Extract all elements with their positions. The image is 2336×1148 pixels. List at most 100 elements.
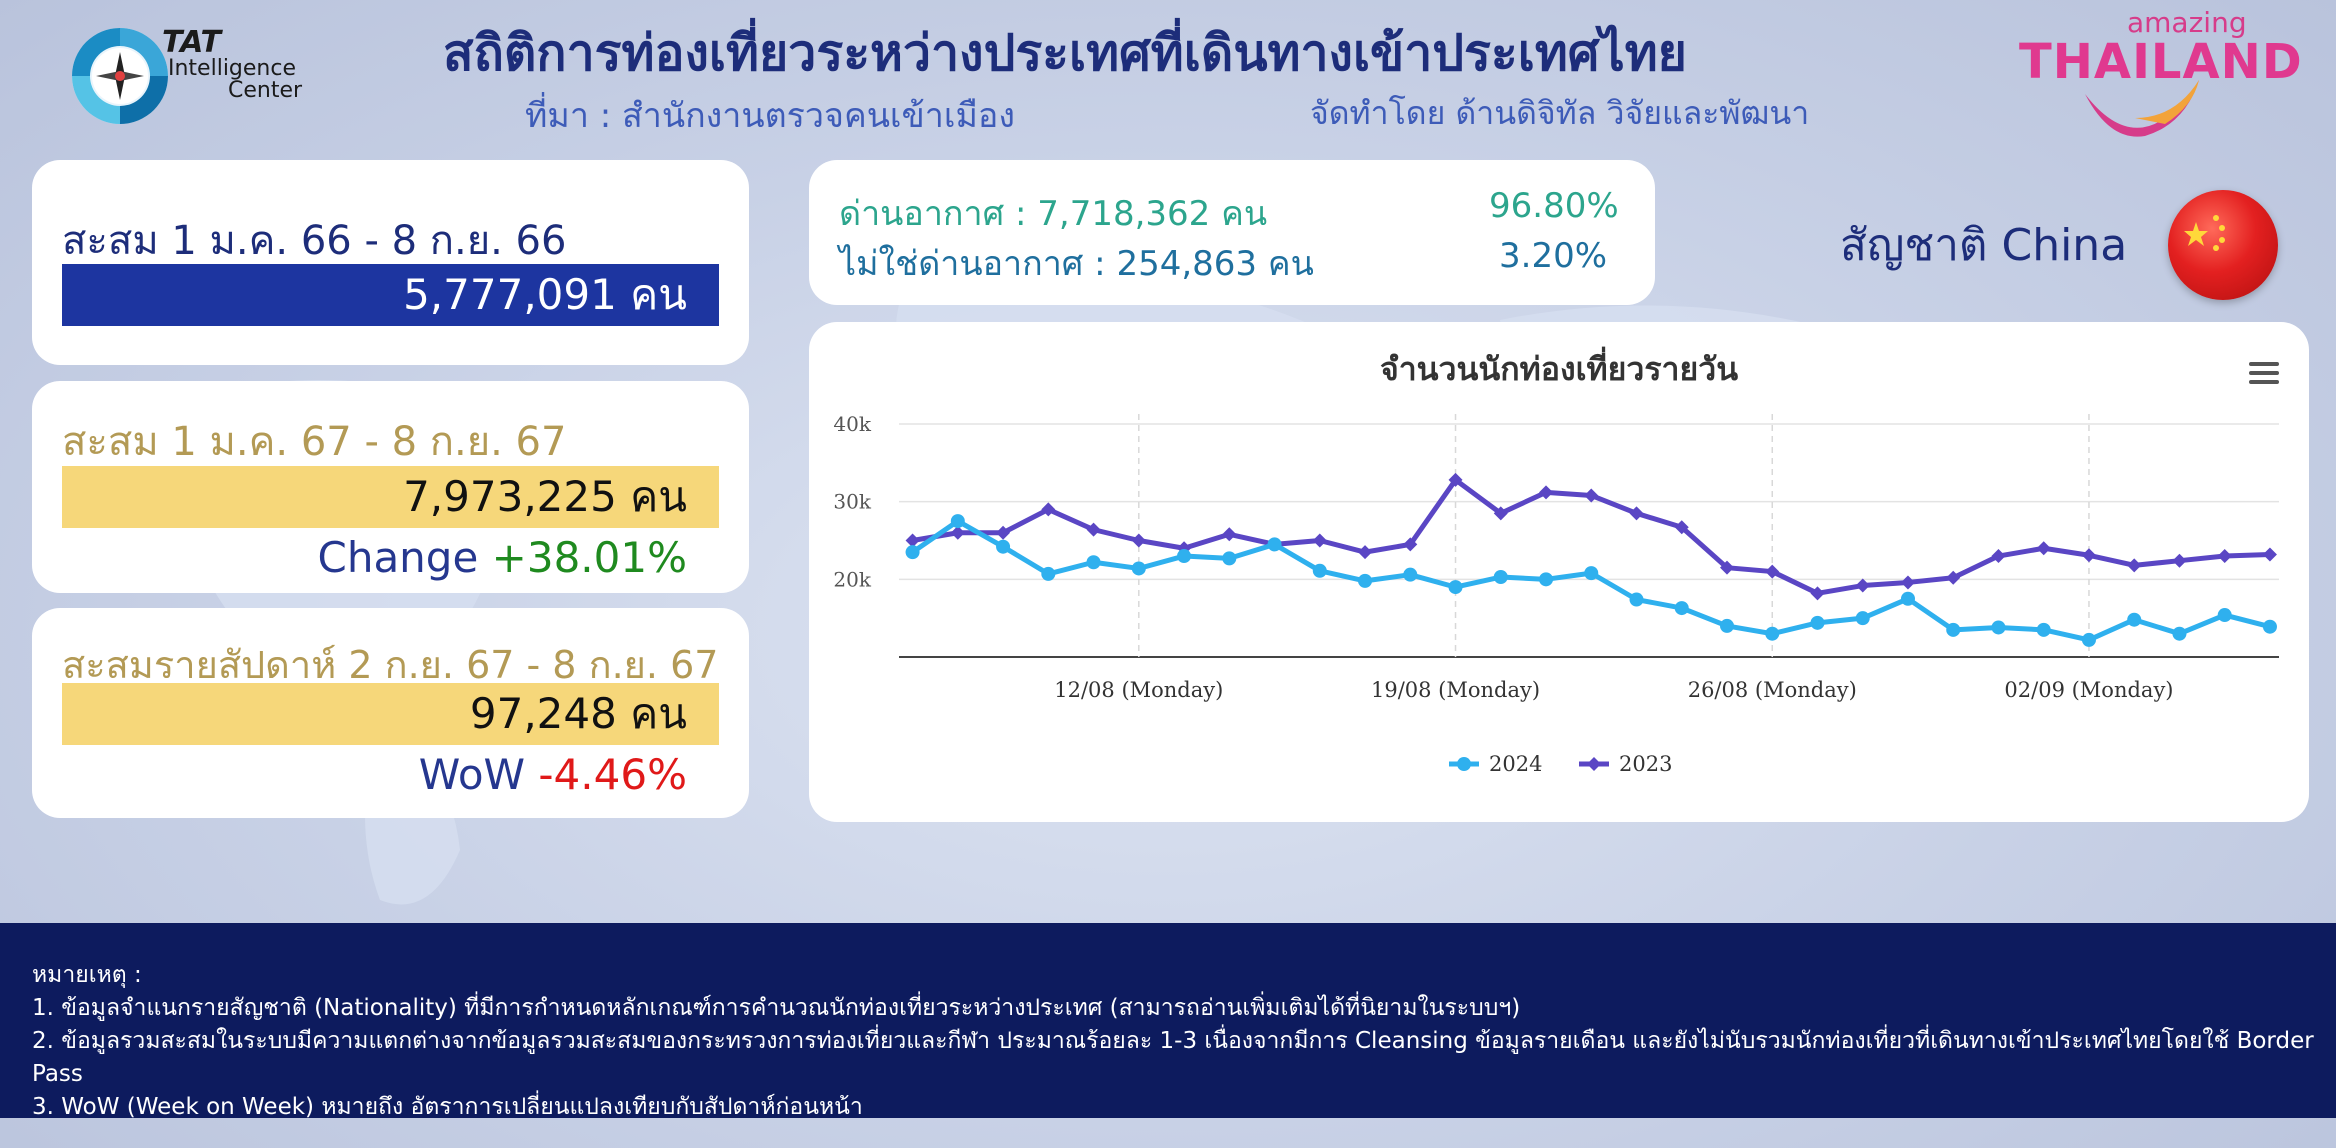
data-point-2023 bbox=[1131, 533, 1146, 548]
footer-note-2: 2. ข้อมูลรวมสะสมในระบบมีความแตกต่างจากข้… bbox=[32, 1028, 2314, 1087]
legend-marker-2023 bbox=[1587, 757, 1601, 771]
data-point-2023 bbox=[1855, 578, 1870, 593]
data-point-2023 bbox=[950, 525, 965, 540]
card-weekly: สะสมรายสัปดาห์ 2 ก.ย. 67 - 8 ก.ย. 67 97,… bbox=[32, 608, 749, 818]
weekly-label: สะสมรายสัปดาห์ 2 ก.ย. 67 - 8 ก.ย. 67 bbox=[62, 643, 719, 687]
data-point-2024 bbox=[1222, 551, 1237, 566]
data-point-2024 bbox=[2127, 612, 2142, 627]
data-point-2023 bbox=[2127, 558, 2142, 573]
x-tick-label: 12/08 (Monday) bbox=[1054, 678, 1223, 702]
data-point-2024 bbox=[1448, 580, 1463, 595]
footer-notes: หมายเหตุ : 1. ข้อมูลจำแนกรายสัญชาติ (Nat… bbox=[0, 923, 2336, 1120]
data-point-2023 bbox=[1991, 549, 2006, 564]
tat-logo-line1: TAT bbox=[162, 25, 221, 60]
y-tick-label: 40k bbox=[833, 412, 871, 436]
y-tick-label: 20k bbox=[833, 567, 871, 591]
wow-value: -4.46% bbox=[538, 750, 687, 799]
data-point-2024 bbox=[1131, 561, 1146, 576]
data-point-2023 bbox=[1946, 570, 1961, 585]
nationality-label: สัญชาติ China bbox=[1840, 220, 2128, 271]
data-point-2023 bbox=[2081, 548, 2096, 563]
logo-thailand-text: THAILAND bbox=[2019, 34, 2303, 90]
page-title: สถิติการท่องเที่ยวระหว่างประเทศที่เดินทา… bbox=[443, 24, 1687, 82]
data-point-2024 bbox=[1493, 570, 1508, 585]
tat-logo-line2: Intelligence bbox=[168, 56, 297, 81]
data-point-2023 bbox=[1584, 488, 1599, 503]
data-point-2023 bbox=[1358, 545, 1373, 560]
compass-logo-icon bbox=[72, 28, 168, 124]
data-point-2024 bbox=[1900, 591, 1915, 606]
x-tick-label: 26/08 (Monday) bbox=[1688, 678, 1857, 702]
wow-label: WoW bbox=[418, 750, 539, 799]
chart-menu-icon[interactable] bbox=[2249, 362, 2279, 388]
data-point-2024 bbox=[2217, 608, 2232, 623]
tat-logo-line3: Center bbox=[228, 78, 303, 103]
data-point-2024 bbox=[1765, 626, 1780, 641]
chart-title: จำนวนนักท่องเที่ยวรายวัน bbox=[1379, 350, 1739, 388]
amazing-thailand-logo: amazing THAILAND bbox=[2015, 6, 2302, 146]
card-cumulative-2024: สะสม 1 ม.ค. 67 - 8 ก.ย. 67 7,973,225 คน … bbox=[32, 381, 749, 593]
wow-indicator: WoW -4.46% bbox=[419, 750, 687, 799]
non-air-port-pct: 3.20% bbox=[1499, 236, 1608, 276]
china-flag-icon bbox=[2168, 190, 2278, 300]
change-indicator: Change +38.01% bbox=[318, 533, 688, 582]
data-point-2024 bbox=[1267, 537, 1282, 552]
data-point-2023 bbox=[1810, 586, 1825, 601]
weekly-value: 97,248 คน bbox=[62, 683, 719, 745]
data-point-2024 bbox=[1810, 615, 1825, 630]
data-point-2024 bbox=[1946, 622, 1961, 637]
change-value: +38.01% bbox=[491, 533, 687, 582]
x-tick-label: 02/09 (Monday) bbox=[2004, 678, 2173, 702]
data-point-2024 bbox=[1358, 573, 1373, 588]
data-point-2024 bbox=[2262, 619, 2277, 634]
card-port-breakdown: ด่านอากาศ : 7,718,362 คน 96.80% ไม่ใช่ด่… bbox=[809, 160, 1655, 305]
daily-tourists-line-chart: 20k 30k 40k 12/08 (Monday) 19/08 (Monday) 26/… bbox=[833, 412, 2279, 776]
data-point-2024 bbox=[1720, 618, 1734, 633]
logo-amazing-text: amazing bbox=[2127, 6, 2247, 39]
data-source: ที่มา : สำนักงานตรวจคนเข้าเมือง bbox=[525, 96, 1015, 136]
data-point-2023 bbox=[1539, 485, 1554, 500]
x-tick-label: 19/08 (Monday) bbox=[1371, 678, 1540, 702]
data-point-2024 bbox=[996, 539, 1011, 554]
footer-note-1: 1. ข้อมูลจำแนกรายสัญชาติ (Nationality) ท… bbox=[32, 995, 1521, 1021]
data-point-2023 bbox=[996, 525, 1011, 540]
data-point-2023 bbox=[2036, 541, 2051, 556]
data-point-2023 bbox=[2172, 553, 2187, 568]
change-label: Change bbox=[317, 533, 492, 582]
data-point-2024 bbox=[1584, 566, 1599, 581]
footer-heading: หมายเหตุ : bbox=[32, 962, 142, 988]
card-cumulative-2023: สะสม 1 ม.ค. 66 - 8 ก.ย. 66 5,777,091 คน bbox=[32, 160, 749, 365]
cumulative-2023-label: สะสม 1 ม.ค. 66 - 8 ก.ย. 66 bbox=[62, 218, 567, 264]
data-point-2024 bbox=[1403, 567, 1418, 582]
data-point-2024 bbox=[1674, 601, 1689, 616]
data-point-2023 bbox=[1674, 520, 1689, 535]
data-point-2024 bbox=[950, 514, 965, 529]
y-tick-label: 30k bbox=[833, 490, 871, 514]
tat-logo: TAT Intelligence Center bbox=[70, 18, 340, 128]
data-point-2023 bbox=[1900, 575, 1915, 590]
data-point-2023 bbox=[1086, 522, 1101, 537]
footer-note-3: 3. WoW (Week on Week) หมายถึง อัตราการเป… bbox=[32, 1094, 863, 1120]
data-point-2024 bbox=[905, 545, 920, 560]
data-point-2023 bbox=[905, 533, 920, 548]
logo-swoosh-icon bbox=[2085, 80, 2199, 137]
data-point-2024 bbox=[2036, 622, 2051, 637]
legend-label-2023: 2023 bbox=[1619, 752, 1672, 776]
data-point-2023 bbox=[1312, 533, 1327, 548]
tat-logo-text: TAT Intelligence Center bbox=[162, 28, 302, 102]
data-point-2024 bbox=[1086, 555, 1101, 570]
data-point-2024 bbox=[1855, 611, 1870, 626]
data-point-2023 bbox=[2262, 547, 2277, 562]
non-air-port-label: ไม่ใช่ด่านอากาศ : 254,863 คน bbox=[839, 244, 1314, 284]
data-point-2023 bbox=[1493, 506, 1508, 521]
cumulative-2023-value: 5,777,091 คน bbox=[62, 264, 719, 326]
legend-marker-2024 bbox=[1457, 757, 1471, 771]
data-point-2024 bbox=[1991, 620, 2006, 635]
data-point-2024 bbox=[1539, 572, 1554, 587]
data-point-2024 bbox=[2081, 632, 2096, 647]
data-point-2023 bbox=[1041, 502, 1056, 517]
cumulative-2024-value: 7,973,225 คน bbox=[62, 466, 719, 528]
air-port-label: ด่านอากาศ : 7,718,362 คน bbox=[839, 194, 1268, 234]
data-point-2024 bbox=[1312, 563, 1327, 578]
data-point-2023 bbox=[2217, 549, 2232, 564]
